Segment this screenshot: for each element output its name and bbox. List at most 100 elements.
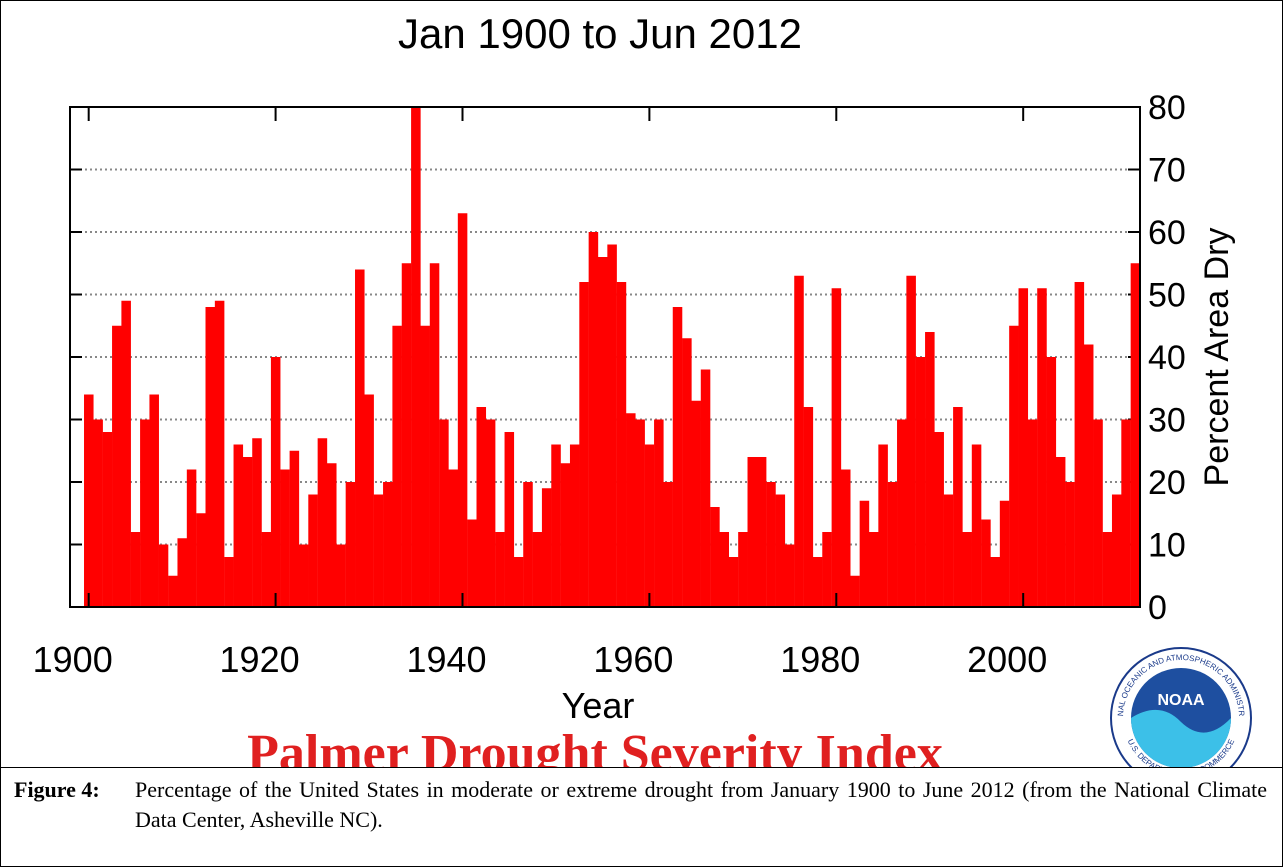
y-tick-label: 60 [1148, 214, 1186, 252]
bar [149, 394, 159, 607]
bar [158, 544, 169, 607]
bar [121, 300, 131, 607]
bar [168, 575, 178, 607]
bar [831, 288, 842, 607]
chart: Jan 1900 to Jun 2012 Percent Area Dry Ye… [0, 0, 1252, 767]
y-tick-label: 70 [1148, 152, 1186, 190]
bar [626, 413, 636, 607]
bar [981, 519, 991, 607]
y-tick-label: 20 [1148, 464, 1186, 502]
bar [551, 444, 561, 607]
bar [990, 557, 1001, 607]
bar [308, 494, 318, 607]
bar [336, 544, 346, 607]
y-tick-label: 10 [1148, 527, 1186, 565]
bar [205, 307, 216, 607]
bar [355, 269, 365, 607]
bar [448, 469, 459, 607]
bar [719, 532, 730, 607]
x-tick-label: 1940 [406, 639, 486, 680]
bar [579, 282, 589, 607]
bar [934, 432, 944, 607]
caption-text: Percentage of the United States in moder… [135, 777, 1267, 832]
bar [803, 407, 814, 607]
bar [728, 557, 739, 607]
bar [476, 407, 487, 607]
bar [261, 532, 272, 607]
bar [485, 419, 496, 607]
bar [411, 107, 421, 607]
bar [943, 494, 954, 607]
bar [1111, 494, 1122, 607]
bar [756, 457, 767, 607]
logo-wave [1131, 710, 1231, 767]
bar [588, 232, 599, 607]
bar [364, 394, 374, 607]
bar [691, 400, 701, 607]
bar [298, 544, 309, 607]
bar [1121, 419, 1131, 607]
bar [999, 500, 1010, 607]
bar [597, 257, 608, 607]
bar [84, 394, 94, 607]
bar [1065, 482, 1075, 607]
bar [373, 494, 384, 607]
bar [1074, 282, 1085, 607]
x-axis-title: Year [562, 685, 635, 726]
bar [420, 325, 430, 607]
x-tick-label: 1960 [593, 639, 673, 680]
x-tick-label: 2000 [967, 639, 1047, 680]
bar [532, 532, 543, 607]
bar [710, 507, 720, 607]
bar [887, 482, 898, 607]
bar [569, 444, 580, 607]
bar [504, 432, 515, 607]
bar [607, 244, 617, 607]
bar [840, 469, 851, 607]
plot: 0 10 20 30 40 50 60 70 80 1900 1920 1940 1960 1980 200… [33, 89, 1186, 680]
bar [906, 275, 916, 607]
bar [102, 432, 113, 607]
bar [663, 482, 673, 607]
bar [112, 325, 122, 607]
bar [1009, 325, 1019, 607]
bar [953, 407, 963, 607]
bar [822, 532, 832, 607]
bar [429, 263, 440, 607]
bar [897, 419, 907, 607]
bar [233, 444, 244, 607]
x-tick-label: 1900 [33, 639, 113, 680]
bar [784, 544, 795, 607]
caption-label: Figure 4: [14, 777, 100, 802]
bar [859, 500, 870, 607]
bar [1102, 532, 1113, 607]
y-tick-label: 80 [1148, 89, 1186, 127]
bar [1037, 288, 1047, 607]
bar [196, 513, 206, 607]
bar [962, 532, 972, 607]
bar [289, 450, 300, 607]
bar [93, 419, 103, 607]
bar [1046, 357, 1057, 607]
bar [672, 307, 683, 607]
bar [850, 575, 860, 607]
bar [383, 482, 393, 607]
bar [1083, 344, 1094, 607]
bar [326, 463, 337, 607]
bar [467, 519, 477, 607]
bar [971, 444, 982, 607]
y-tick-label: 30 [1148, 402, 1186, 440]
bar [392, 325, 402, 607]
y-tick-label: 40 [1148, 339, 1186, 377]
bar [766, 482, 776, 607]
bar [868, 532, 879, 607]
bar [915, 357, 926, 607]
bar [560, 463, 571, 607]
bar [140, 419, 150, 607]
bar [775, 494, 786, 607]
bar [523, 482, 533, 607]
y-tick-label: 0 [1148, 589, 1167, 627]
bar [457, 213, 468, 607]
bar [654, 419, 664, 607]
y-tick-label: 50 [1148, 277, 1186, 315]
